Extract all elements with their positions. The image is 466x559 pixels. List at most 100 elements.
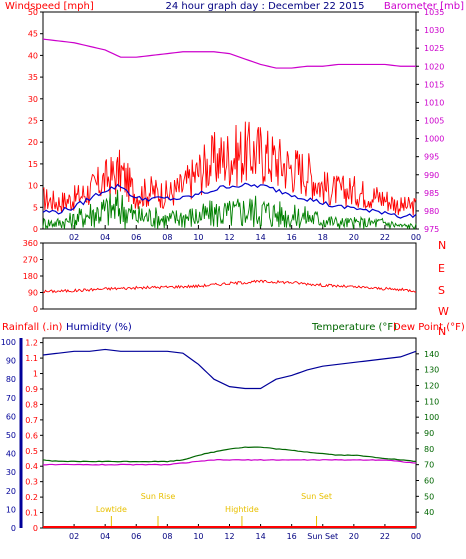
- rain-x-tick-label: 10: [193, 532, 203, 541]
- temperature-tick-label: 80: [424, 445, 434, 454]
- rain-x-tick-label: 00: [411, 532, 421, 541]
- rain-tick-label: 0: [33, 524, 38, 533]
- wind-x-tick-label: 16: [287, 233, 297, 242]
- windspeed-tick-label: 0: [33, 225, 38, 234]
- windspeed-tick-label: 25: [28, 117, 38, 126]
- rain-tick-label: 0.4: [25, 462, 38, 471]
- temperature-tick-label: 50: [424, 492, 434, 501]
- windspeed-tick-label: 15: [28, 160, 38, 169]
- event-label: Lowtide: [96, 505, 127, 514]
- wind-direction-line: [42, 279, 417, 294]
- rain-x-tick-label: 12: [224, 532, 234, 541]
- rain-x-tick-label: Sun Set: [307, 532, 338, 541]
- barometer-axis-title: Barometer [mb]: [384, 1, 464, 12]
- wind-x-tick-label: 20: [349, 233, 359, 242]
- wind-speed-line: [42, 189, 417, 231]
- wind-x-tick-label: 18: [318, 233, 328, 242]
- humidity-tick-label: 50: [6, 431, 16, 440]
- humidity-tick-label: 80: [6, 375, 16, 384]
- temperature-tick-label: 100: [424, 413, 439, 422]
- temperature-tick-label: 120: [424, 382, 439, 391]
- barometer-tick-label: 975: [424, 225, 439, 234]
- humidity-tick-label: 10: [6, 505, 16, 514]
- humidity-tick-label: 90: [6, 357, 16, 366]
- wind-x-tick-label: 12: [224, 233, 234, 242]
- dewpoint-axis-title: Dew Point (°F): [393, 322, 465, 333]
- humidity-tick-label: 60: [6, 412, 16, 421]
- direction-tick-label: 0: [33, 305, 38, 314]
- barometer-tick-label: 990: [424, 171, 439, 180]
- rain-tick-label: 1: [33, 370, 38, 379]
- wind-x-tick-label: 00: [411, 233, 421, 242]
- temperature-tick-label: 40: [424, 508, 434, 517]
- rain-tick-label: 1.1: [25, 354, 38, 363]
- temperature-line: [42, 446, 417, 463]
- temperature-tick-label: 70: [424, 461, 434, 470]
- temperature-tick-label: 90: [424, 429, 434, 438]
- wind-x-tick-label: 22: [380, 233, 390, 242]
- windspeed-tick-label: 40: [28, 51, 38, 60]
- rain-tick-label: 0.8: [25, 400, 38, 409]
- humidity-axis-title: Humidity (%): [66, 322, 132, 333]
- rain-tick-label: 0.9: [25, 385, 38, 394]
- humidity-line: [42, 348, 417, 390]
- rain-temp-plot-frame: [42, 337, 417, 529]
- barometer-tick-label: 1010: [424, 98, 444, 107]
- barometer-tick-label: 1030: [424, 26, 444, 35]
- windspeed-axis-title: Windspeed [mph]: [5, 1, 94, 12]
- humidity-tick-label: 0: [11, 524, 16, 533]
- rain-tick-label: 0.1: [25, 509, 38, 518]
- temperature-tick-label: 60: [424, 477, 434, 486]
- rain-x-tick-label: 20: [349, 532, 359, 541]
- rain-x-tick-label: 06: [131, 532, 141, 541]
- chart-title: 24 hour graph day : December 22 2015: [166, 1, 365, 12]
- event-label: Hightide: [225, 505, 259, 514]
- rain-tick-label: 0.7: [25, 416, 38, 425]
- humidity-tick-label: 40: [6, 450, 16, 459]
- windspeed-tick-label: 30: [28, 95, 38, 104]
- rain-tick-label: 0.5: [25, 447, 38, 456]
- event-label: Sun Set: [301, 492, 332, 501]
- barometer-tick-label: 1035: [424, 8, 444, 17]
- rain-tick-label: 1.2: [25, 339, 38, 348]
- temperature-tick-label: 130: [424, 366, 439, 375]
- compass-label: E: [438, 262, 445, 275]
- wind-x-tick-label: 06: [131, 233, 141, 242]
- wind-x-tick-label: 08: [162, 233, 172, 242]
- windspeed-tick-label: 45: [28, 30, 38, 39]
- event-label: Sun Rise: [141, 492, 176, 501]
- barometer-line: [42, 38, 416, 69]
- windspeed-tick-label: 20: [28, 138, 38, 147]
- barometer-tick-label: 985: [424, 189, 439, 198]
- humidity-tick-label: 70: [6, 394, 16, 403]
- gust-line: [42, 121, 417, 216]
- rain-x-tick-label: 16: [287, 532, 297, 541]
- wind-x-tick-label: 14: [255, 233, 265, 242]
- compass-label: N: [438, 325, 446, 338]
- rain-x-tick-label: 22: [380, 532, 390, 541]
- wind-x-tick-label: 10: [193, 233, 203, 242]
- wind-x-tick-label: 02: [69, 233, 79, 242]
- humidity-tick-label: 100: [1, 338, 16, 347]
- direction-tick-label: 360: [23, 239, 38, 248]
- rain-tick-label: 0.6: [25, 431, 38, 440]
- humidity-tick-label: 30: [6, 468, 16, 477]
- barometer-tick-label: 995: [424, 153, 439, 162]
- compass-label: N: [438, 239, 446, 252]
- barometer-tick-label: 980: [424, 207, 439, 216]
- dewpoint-line: [42, 459, 417, 466]
- compass-label: W: [438, 305, 449, 318]
- rainfall-axis-title: Rainfall (.in): [2, 322, 63, 333]
- wind-plot-frame: [42, 11, 417, 230]
- rain-tick-label: 0.2: [25, 493, 38, 502]
- rain-x-tick-label: 04: [100, 532, 110, 541]
- temperature-tick-label: 110: [424, 397, 439, 406]
- barometer-tick-label: 1025: [424, 44, 444, 53]
- rain-x-tick-label: 02: [69, 532, 79, 541]
- rain-tick-label: 0.3: [25, 478, 38, 487]
- rain-x-tick-label: 08: [162, 532, 172, 541]
- humidity-tick-label: 20: [6, 487, 16, 496]
- barometer-tick-label: 1005: [424, 117, 444, 126]
